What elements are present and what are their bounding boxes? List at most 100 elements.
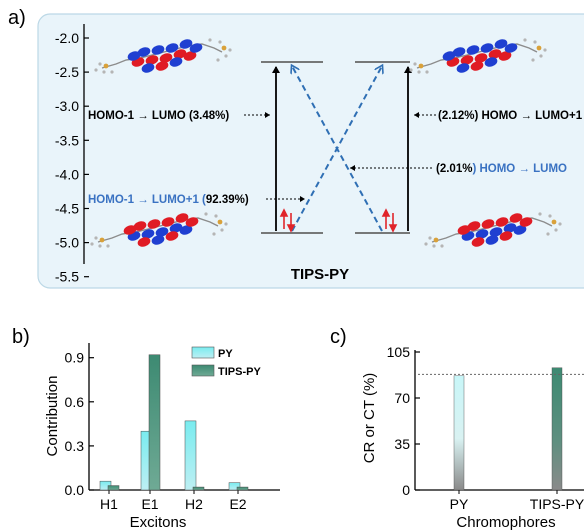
annotation-right-top: (2.12%) HOMO → LUMO+1 [438,110,583,122]
panel-a-background [37,13,584,289]
molecule-atom [538,212,542,216]
molecule-atom [218,40,222,44]
bar-tips-py-e1 [148,354,161,491]
molecule-atom [103,63,109,69]
molecule-atom [94,236,98,240]
panel-b-bars [99,354,249,491]
bar-tips-py-h1 [107,485,120,491]
molecule-atom [424,242,428,246]
orbital-lobe [185,217,199,227]
panel-b-ylabel: Contribution [44,376,61,457]
panel-a-y-ticks: -2.0 -2.5 -3.0 -3.5 -4.0 -4.5 -5.0 -5.5 [55,30,89,285]
panel-a-ytick-label: -2.5 [55,64,79,80]
annotation-right-mid: (2.01%) HOMO → LUMO [436,163,567,175]
bar-tips-py [551,367,563,491]
panel-c-ytick-label: 0 [402,482,410,498]
panel-a-ytick-label: -2.0 [55,30,79,46]
orbital-lobe [495,217,509,227]
orbital-lobe [489,227,503,237]
orbital-lobe [145,55,159,65]
orbital-lobe [475,229,489,239]
molecule-atom [98,62,102,66]
panel-c-xtick-label: TIPS-PY [530,496,584,512]
panel-c-bars [453,367,563,491]
annotation-left-bottom: HOMO-1 → LUMO+1 (92.39%) [88,194,249,206]
molecule-atom [418,63,424,69]
bar-tips-py-e2 [236,486,249,491]
orbital-density-icon [90,212,228,248]
molecule-atom [102,70,106,74]
molecule-atom [106,244,110,248]
orbital-density-icon [424,212,562,248]
orbital-lobe [127,51,141,61]
panel-b-legend: PY TIPS-PY [191,346,261,378]
orbital-lobe [133,221,147,231]
orbital-lobe [452,47,466,57]
molecule-atom [433,237,439,243]
arrow-homo1-lumo1-dashed [291,66,382,232]
molecule-atom [220,228,224,232]
molecule-atom [440,244,444,248]
molecule-atom [94,68,98,72]
molecule-skeleton [416,43,538,69]
molecule-skeleton [101,43,223,69]
orbital-lobe [504,43,518,53]
spin-arrows-right-icon [381,208,398,233]
molecule-atom [551,219,557,225]
orbital-lobe [471,237,485,247]
legend-swatch-icon [191,346,215,359]
orbital-lobe [488,49,502,59]
molecule-atom [98,244,102,248]
orbital-lobe [175,213,189,223]
panel-b-xlabel: Excitons [130,514,187,531]
molecule-atom [409,68,413,72]
orbital-lobe [503,223,517,233]
panel-c-xtick-label: PY [450,496,469,512]
molecule-atom [558,222,562,226]
orbital-lobe [457,225,471,235]
panel-c-ytick-label: 70 [394,390,410,406]
orbital-lobe [513,225,527,235]
molecule-atom [216,58,220,62]
molecule-skeleton [431,217,553,243]
panel-c-ticks: 0 35 70 105 PY TIPS-PY [387,344,584,512]
legend-label-py: PY [218,348,233,360]
orbital-lobe [151,45,165,55]
orbital-lobe [494,39,508,49]
molecule-atom [110,70,114,74]
orbital-density-icon [409,38,547,74]
bar-py-h2 [184,420,197,491]
molecule-atom [432,244,436,248]
panel-b-ytick-label: 0.6 [65,394,85,410]
panel-b-label: b) [12,326,30,348]
orbital-lobe [141,229,155,239]
orbital-lobe [165,231,179,241]
orbital-lobe [470,61,484,71]
molecule-atom [539,54,543,58]
panel-b-xtick-label: H1 [100,496,118,512]
panel-b-xtick-label: E1 [141,496,158,512]
panel-a-ytick-label: -5.0 [55,235,79,251]
panel-b-ytick-label: 0.3 [65,438,85,454]
panel-a-ytick-label: -5.5 [55,269,79,285]
orbital-lobe [474,53,488,63]
orbital-lobe [155,227,169,237]
molecule-atom [90,242,94,246]
orbital-lobe [481,219,495,229]
panel-c-xlabel: Chromophores [456,514,555,531]
molecule-atom [221,45,227,51]
orbital-lobe [499,231,513,241]
orbital-lobe [485,235,499,245]
panel-b-xtick-label: E2 [229,496,246,512]
orbital-lobe [137,47,151,57]
panel-c-label: c) [330,326,347,348]
bar-py-e2 [228,482,241,491]
molecule-atom [99,237,105,243]
molecule-atom [548,214,552,218]
panel-a-ytick-label: -4.5 [55,201,79,217]
panel-c-ytick-label: 105 [387,344,411,360]
orbital-lobe [179,225,193,235]
orbital-lobe [165,43,179,53]
orbital-lobe [123,225,137,235]
molecule-atom [224,222,228,226]
